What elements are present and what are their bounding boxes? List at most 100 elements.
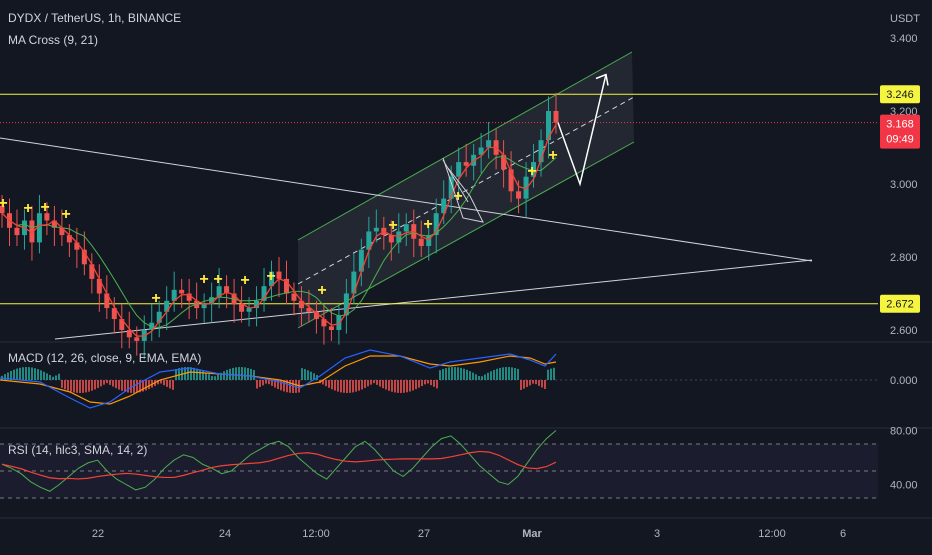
candle-up[interactable] (433, 213, 439, 236)
price-pane[interactable]: + + + + + + + + + + + + + + + (0, 51, 932, 519)
candle-down[interactable] (298, 300, 304, 309)
candle-down[interactable] (306, 308, 312, 312)
candle-down[interactable] (74, 242, 80, 250)
candle-down[interactable] (186, 293, 192, 301)
candle-up[interactable] (336, 315, 342, 330)
ma-cross-marker[interactable]: + (23, 200, 32, 217)
candle-down[interactable] (119, 319, 125, 330)
ma-cross-marker[interactable]: + (453, 188, 462, 205)
ascending-trendline[interactable] (54, 259, 813, 340)
candle-down[interactable] (96, 278, 102, 294)
rsi-line[interactable] (1, 430, 557, 492)
candle-up[interactable] (201, 304, 207, 309)
candle-down[interactable] (321, 319, 327, 327)
drawn-pattern-lines[interactable] (442, 159, 469, 203)
candle-up[interactable] (343, 293, 349, 316)
ma-cross-marker[interactable]: + (240, 272, 249, 289)
ma-cross-marker[interactable]: + (199, 271, 208, 288)
candle-down[interactable] (516, 191, 522, 199)
ma-fast-line[interactable] (1, 124, 557, 337)
candle-down[interactable] (66, 235, 72, 243)
candle-down[interactable] (29, 220, 35, 243)
candle-down[interactable] (126, 330, 132, 338)
candle-down[interactable] (104, 293, 110, 309)
ma-cross-marker[interactable]: + (40, 199, 49, 216)
candle-down[interactable] (44, 213, 50, 221)
time-axis[interactable]: 22 24 12:00 27 Mar 3 12:00 6 (92, 528, 846, 540)
descending-trendline[interactable] (0, 137, 813, 262)
candle-down[interactable] (134, 337, 140, 341)
candle-up[interactable] (351, 271, 357, 294)
candle-down[interactable] (388, 235, 394, 243)
candle-up[interactable] (164, 300, 170, 312)
candle-up[interactable] (546, 111, 552, 141)
ma-cross-marker[interactable]: + (388, 217, 397, 234)
candle-up[interactable] (523, 176, 529, 199)
candle-up[interactable] (486, 140, 492, 148)
candle-up[interactable] (246, 308, 252, 312)
price-axis[interactable]: 3.4003.2003.0002.8002.6003.2462.6723.168… (880, 33, 920, 492)
ma-cross-marker[interactable]: + (266, 268, 275, 285)
candle-up[interactable] (209, 297, 215, 305)
candle-down[interactable] (179, 289, 185, 294)
drawn-pattern-lines[interactable] (442, 157, 484, 223)
candle-up[interactable] (216, 286, 222, 298)
ma-cross-legend[interactable]: MA Cross (9, 21) (8, 33, 98, 47)
last-price-badge[interactable] (880, 114, 920, 149)
rsi-legend[interactable]: RSI (14, hlc3, SMA, 14, 2) (8, 443, 147, 457)
ma-slow-line[interactable] (1, 155, 557, 328)
candle-down[interactable] (224, 286, 230, 294)
ma-cross-marker[interactable]: + (0, 195, 8, 212)
candle-down[interactable] (59, 227, 65, 236)
rsi-pane[interactable] (0, 430, 878, 499)
candle-up[interactable] (403, 224, 409, 232)
macd-line[interactable] (0, 349, 557, 409)
candle-down[interactable] (283, 278, 289, 294)
ma-cross-marker[interactable]: + (151, 290, 160, 307)
candle-down[interactable] (14, 227, 20, 236)
candle-down[interactable] (111, 308, 117, 320)
ma-cross-marker[interactable]: + (423, 216, 432, 233)
candle-up[interactable] (36, 213, 42, 243)
macd-signal-line[interactable] (0, 355, 557, 405)
candle-down[interactable] (508, 169, 514, 192)
ma-cross-marker[interactable]: + (527, 163, 536, 180)
candle-down[interactable] (291, 293, 297, 301)
candle-down[interactable] (51, 220, 57, 228)
level-badge[interactable] (880, 294, 920, 313)
candle-down[interactable] (501, 154, 507, 170)
macd-legend[interactable]: MACD (12, 26, close, 9, EMA, EMA) (8, 351, 201, 365)
candle-down[interactable] (553, 111, 559, 123)
candle-up[interactable] (448, 176, 454, 199)
candle-up[interactable] (373, 227, 379, 232)
ma-cross-marker[interactable]: + (213, 271, 222, 288)
candle-down[interactable] (89, 264, 95, 279)
candle-down[interactable] (418, 238, 424, 247)
candle-down[interactable] (328, 326, 334, 330)
macd-pane[interactable] (0, 349, 878, 409)
forecast-path[interactable] (557, 74, 607, 187)
rsi-ma-line[interactable] (1, 450, 557, 480)
candle-up[interactable] (441, 198, 447, 214)
ma-cross-marker[interactable]: + (61, 206, 70, 223)
ma-cross-marker[interactable]: + (317, 282, 326, 299)
candle-up[interactable] (171, 289, 177, 301)
candle-up[interactable] (269, 271, 275, 287)
candle-up[interactable] (531, 162, 537, 177)
candle-down[interactable] (463, 162, 469, 166)
candle-up[interactable] (538, 140, 544, 163)
channel-upper-line[interactable] (297, 51, 633, 241)
ma-cross-marker[interactable]: + (548, 147, 557, 164)
candle-down[interactable] (81, 249, 87, 265)
candle-up[interactable] (366, 231, 372, 250)
candle-down[interactable] (239, 304, 245, 312)
level-badge[interactable] (880, 85, 920, 104)
candle-down[interactable] (0, 205, 5, 214)
candle-up[interactable] (456, 162, 462, 177)
candle-up[interactable] (478, 147, 484, 155)
candle-up[interactable] (156, 311, 162, 323)
candle-down[interactable] (313, 311, 319, 320)
candle-up[interactable] (261, 286, 267, 301)
candle-down[interactable] (276, 271, 282, 279)
